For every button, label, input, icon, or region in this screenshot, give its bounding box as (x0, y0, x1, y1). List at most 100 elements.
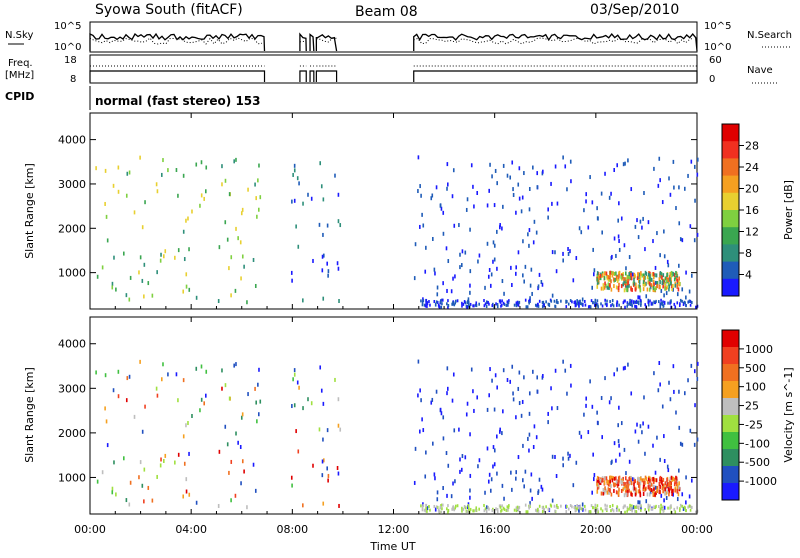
power-point (532, 166, 534, 170)
velocity-point (606, 508, 608, 511)
power-point (529, 228, 531, 232)
power-point (526, 305, 528, 308)
velocity-point (656, 436, 658, 440)
noise-right-label: N.Search (747, 30, 792, 41)
velocity-point (229, 397, 231, 401)
velocity-point (294, 403, 296, 407)
velocity-point (642, 421, 644, 425)
colorbar-tick-label: -1000 (745, 475, 777, 488)
power-point (519, 166, 521, 170)
power-point (461, 305, 463, 308)
power-point (578, 304, 580, 308)
velocity-point (612, 504, 614, 507)
velocity-point (690, 429, 692, 433)
velocity-point (637, 500, 639, 504)
velocity-point (684, 506, 686, 509)
power-point (188, 288, 190, 292)
power-point (257, 178, 259, 182)
velocity-ylabel: Slant Range [km] (23, 367, 36, 463)
power-point (584, 300, 586, 303)
velocity-point (434, 472, 436, 476)
velocity-point (603, 492, 605, 496)
power-point (617, 219, 619, 223)
velocity-point (489, 367, 491, 371)
power-point (488, 303, 490, 306)
power-point (451, 289, 453, 293)
noise-left-label: N.Sky (5, 30, 33, 41)
power-point (639, 280, 641, 284)
velocity-point (633, 482, 635, 486)
velocity-point (647, 506, 649, 509)
velocity-point (497, 510, 499, 513)
power-point (176, 168, 178, 172)
power-point (302, 298, 304, 302)
power-point (695, 306, 697, 309)
velocity-point (529, 412, 531, 416)
velocity-point (552, 455, 554, 459)
power-point (199, 204, 201, 208)
velocity-point (424, 474, 426, 478)
power-point (616, 275, 618, 279)
power-point (601, 230, 603, 234)
velocity-point (539, 478, 541, 482)
velocity-point (590, 510, 592, 513)
power-point (678, 264, 680, 268)
velocity-point (230, 498, 232, 502)
velocity-point (662, 405, 664, 409)
velocity-point (610, 484, 612, 488)
velocity-point (618, 406, 620, 410)
power-point (660, 305, 662, 308)
power-point (321, 184, 323, 188)
velocity-point (691, 506, 693, 509)
power-point (201, 160, 203, 164)
velocity-point (442, 415, 444, 419)
velocity-point (446, 391, 448, 395)
velocity-point (161, 377, 163, 381)
velocity-point (259, 400, 261, 404)
power-point (592, 301, 594, 304)
power-point (447, 182, 449, 186)
power-point (126, 293, 128, 297)
power-point (144, 263, 146, 267)
power-point (294, 164, 296, 168)
velocity-point (499, 428, 501, 432)
velocity-point (225, 383, 227, 387)
power-point (134, 210, 136, 214)
power-point (554, 300, 556, 303)
velocity-point (95, 370, 97, 374)
velocity-point (115, 492, 117, 496)
velocity-point (585, 397, 587, 401)
velocity-point (242, 459, 244, 463)
colorbar-tick-label: -25 (745, 418, 763, 431)
noise-left-tick-bottom: 10^0 (54, 42, 81, 53)
colorbar-cell (722, 330, 739, 348)
velocity-point (536, 435, 538, 439)
power-point (551, 202, 553, 206)
power-point (447, 299, 449, 302)
velocity-point (625, 471, 627, 475)
power-point (597, 299, 599, 302)
velocity-point (628, 477, 630, 481)
velocity-point (614, 483, 616, 487)
freq-label-bottom: [MHz] (5, 70, 34, 81)
power-point (297, 176, 299, 180)
velocity-point (507, 505, 509, 508)
power-point (574, 301, 576, 304)
velocity-point (203, 401, 205, 405)
velocity-point (495, 507, 497, 510)
velocity-point (604, 486, 606, 490)
power-point (424, 270, 426, 274)
velocity-point (199, 408, 201, 412)
velocity-point (440, 506, 442, 509)
velocity-point (551, 406, 553, 410)
colorbar-tick-label: 16 (745, 204, 759, 217)
velocity-point (327, 428, 329, 432)
power-point (291, 279, 293, 283)
power-point (640, 220, 642, 224)
noise-panel: N.Sky 10^5 10^0 10^5 10^0 N.Search (5, 21, 792, 53)
power-point (653, 167, 655, 171)
power-point (523, 171, 525, 175)
power-point (185, 272, 187, 276)
